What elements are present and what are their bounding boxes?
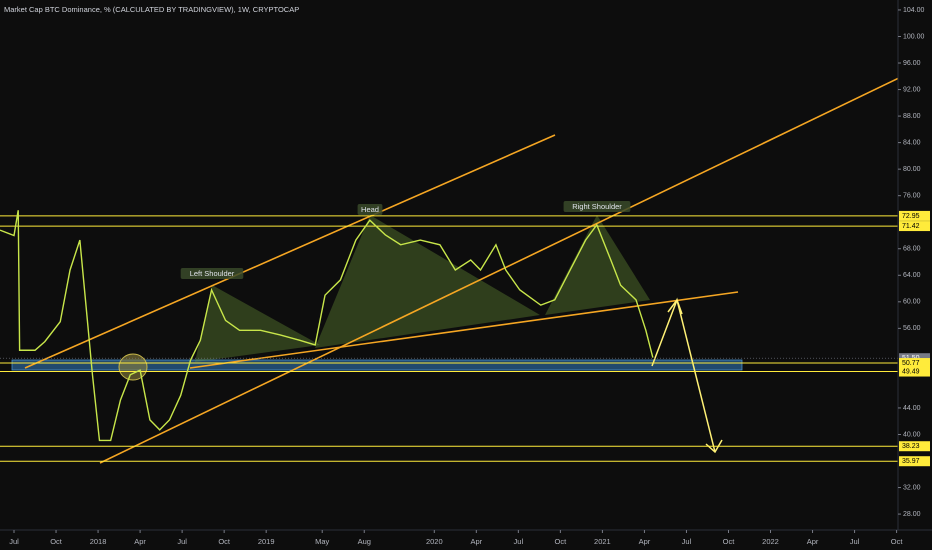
head-area [315,215,540,348]
level-label: 38.23 [902,443,920,450]
annotation: Right Shoulder [572,202,622,211]
y-tick-label: 96.00 [903,60,921,67]
y-tick-label: 32.00 [903,484,921,491]
price-line [0,210,654,442]
annotation: Left Shoulder [190,269,235,278]
x-tick-label: Jul [177,537,187,546]
trend-line [99,61,932,464]
support-zone [11,359,743,371]
y-tick-label: 64.00 [903,272,921,279]
x-tick-label: Oct [50,537,63,546]
x-tick-label: 2019 [258,537,275,546]
trend-line [24,134,556,369]
y-tick-label: 84.00 [903,139,921,146]
x-tick-label: Apr [134,537,146,546]
x-tick-label: Oct [218,537,231,546]
x-tick-label: Jul [9,537,19,546]
y-tick-label: 76.00 [903,193,921,200]
x-tick-label: Oct [891,537,904,546]
projection-arrow [651,297,716,453]
x-tick-label: Oct [723,537,736,546]
level-badge [899,210,930,221]
series [0,210,654,442]
neckline [189,291,739,369]
y-tick-label: 104.00 [903,7,925,14]
y-tick-label: 60.00 [903,299,921,306]
y-tick-label: 40.00 [903,431,921,438]
x-tick-label: Apr [470,537,482,546]
arrow-head [667,298,683,315]
highlight-circle [118,353,148,381]
annotation-badge [180,268,244,279]
annotation-badge [357,204,383,215]
chart-title: Market Cap BTC Dominance, % (CALCULATED … [4,5,299,14]
x-tick-label: May [315,537,329,546]
y-tick-label: 68.00 [903,246,921,253]
axes: 104.00 100.00 96.00 92.00 88.00 84.00 80.00 76.… [9,7,930,546]
level-badge [899,358,930,369]
level-badge [899,366,930,377]
y-tick-label: 92.00 [903,86,921,93]
y-tick-label: 44.00 [903,405,921,412]
right-shoulder-area [545,215,650,315]
left-shoulder-area [195,285,320,362]
x-tick-label: 2022 [762,537,779,546]
level-label: 72.95 [902,213,920,220]
drawings [11,61,932,464]
x-tick-label: Apr [807,537,819,546]
x-tick-label: Jul [682,537,692,546]
y-tick-label: 88.00 [903,113,921,120]
x-tick-label: Oct [555,537,568,546]
annotation-badge [563,201,631,212]
levels [0,215,898,462]
x-tick-label: Jul [850,537,860,546]
x-tick-label: 2018 [90,537,107,546]
x-tick-label: Jul [514,537,524,546]
y-tick-label: 28.00 [903,511,921,518]
x-tick-label: Aug [358,537,371,546]
level-label: 71.42 [902,223,920,230]
level-label: 50.77 [902,360,920,367]
level-badge [899,456,930,467]
y-tick-label: 100.00 [903,33,925,40]
x-tick-label: Apr [639,537,651,546]
y-tick-label: 56.00 [903,325,921,332]
level-badge [899,441,930,452]
level-label: 49.49 [902,368,920,375]
annotation: Head [361,205,379,214]
x-tick-label: 2021 [594,537,611,546]
level-label: 35.97 [902,458,920,465]
x-tick-label: 2020 [426,537,443,546]
level-badge [899,221,930,232]
y-tick-label: 80.00 [903,166,921,173]
